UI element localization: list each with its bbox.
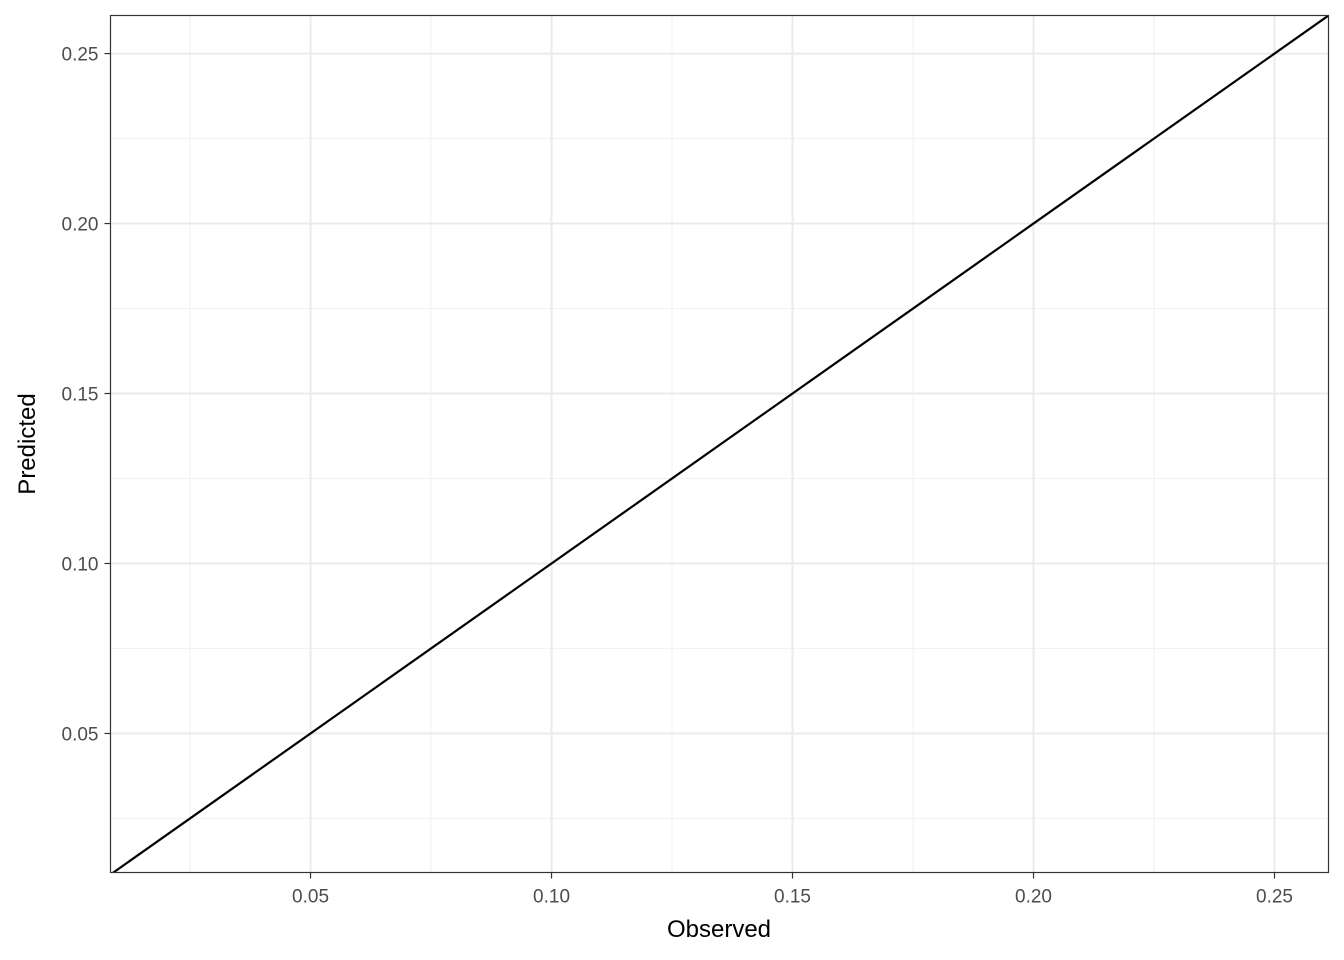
y-tick-label: 0.05 <box>62 724 99 745</box>
series-layer <box>111 15 1329 873</box>
x-tick-label: 0.20 <box>1015 887 1052 908</box>
ticks: 0.05 0.10 0.15 0.20 0.25 0.05 0.10 0.15 0.20 0.25 <box>62 45 1293 908</box>
x-tick-label: 0.15 <box>774 887 811 908</box>
y-tick-label: 0.15 <box>62 385 99 406</box>
y-tick-label: 0.20 <box>62 215 99 236</box>
x-tick-label: 0.25 <box>1256 887 1293 908</box>
grid <box>110 15 1329 873</box>
y-axis-label: Predicted <box>14 393 41 494</box>
x-axis-label: Observed <box>667 916 771 943</box>
y-tick-label: 0.10 <box>62 554 99 575</box>
x-tick-label: 0.05 <box>292 887 329 908</box>
identity-line <box>111 15 1329 873</box>
panel-border <box>109 14 1330 874</box>
y-tick-label: 0.25 <box>62 45 99 66</box>
x-tick-label: 0.10 <box>533 887 570 908</box>
